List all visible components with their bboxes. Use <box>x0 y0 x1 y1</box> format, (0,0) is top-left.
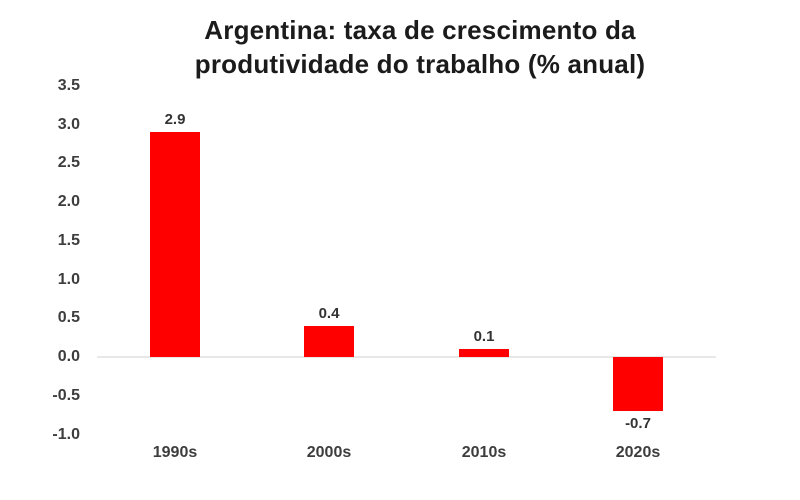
chart-title: Argentina: taxa de crescimento da produt… <box>60 13 780 81</box>
x-category-label-2000s: 2000s <box>306 444 352 461</box>
y-tick-label: 2.5 <box>57 154 80 171</box>
y-tick-label: -1.0 <box>52 426 80 443</box>
data-label-2000s: 0.4 <box>318 305 340 322</box>
bar-2010s <box>459 349 509 357</box>
y-tick-label: -0.5 <box>52 387 80 404</box>
y-tick-label: 0.5 <box>57 309 80 326</box>
bar-1990s <box>150 132 200 357</box>
y-tick-label: 1.0 <box>57 271 80 288</box>
y-tick-label: 2.0 <box>57 193 80 210</box>
y-tick-label: 3.5 <box>57 77 80 94</box>
y-tick-label: 0.0 <box>57 348 80 365</box>
chart-title-line1: Argentina: taxa de crescimento da <box>204 15 636 45</box>
y-tick-label: 3.0 <box>57 116 80 133</box>
data-label-2010s: 0.1 <box>473 328 495 345</box>
data-label-2020s: -0.7 <box>625 415 651 432</box>
zero-gridline <box>97 356 716 358</box>
x-category-label-1990s: 1990s <box>152 444 198 461</box>
chart-title-line2: produtividade do trabalho (% anual) <box>194 49 646 79</box>
y-tick-label: 1.5 <box>57 232 80 249</box>
data-label-1990s: 2.9 <box>164 111 186 128</box>
x-category-label-2010s: 2010s <box>461 444 507 461</box>
x-category-label-2020s: 2020s <box>615 444 661 461</box>
bar-2020s <box>613 357 663 411</box>
bar-2000s <box>304 326 354 357</box>
